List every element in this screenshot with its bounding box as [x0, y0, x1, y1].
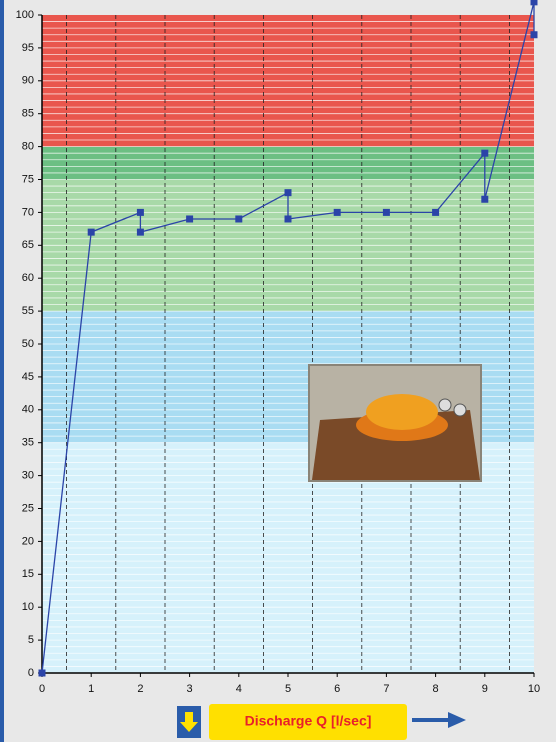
y-tick-label: 55 [22, 305, 34, 317]
x-tick-label: 1 [88, 683, 94, 695]
x-tick-label: 9 [482, 683, 488, 695]
y-tick-label: 60 [22, 272, 34, 284]
y-tick-label: 95 [22, 42, 34, 54]
data-point [334, 209, 341, 216]
data-point [285, 189, 292, 196]
data-point [186, 215, 193, 222]
data-point [39, 670, 46, 677]
photo-inset [308, 364, 482, 482]
y-tick-label: 85 [22, 108, 34, 120]
x-tick-label: 0 [39, 683, 45, 695]
data-point [137, 209, 144, 216]
data-point [481, 150, 488, 157]
photo-gauge [454, 404, 466, 416]
x-tick-label: 6 [334, 683, 340, 695]
data-point [285, 215, 292, 222]
y-tick-label: 25 [22, 502, 34, 514]
left-border [0, 0, 4, 742]
x-tick-label: 10 [528, 683, 540, 695]
y-tick-label: 40 [22, 404, 34, 416]
y-tick-label: 10 [22, 601, 34, 613]
data-point [383, 209, 390, 216]
y-tick-label: 65 [22, 239, 34, 251]
x-tick-label: 8 [433, 683, 439, 695]
plot-area: 0510152025303540455055606570758085909510… [16, 0, 540, 695]
y-tick-label: 80 [22, 141, 34, 153]
y-tick-label: 70 [22, 206, 34, 218]
data-point [531, 0, 538, 5]
data-point [137, 229, 144, 236]
x-tick-label: 5 [285, 683, 291, 695]
x-tick-label: 7 [383, 683, 389, 695]
photo-gauge [439, 399, 451, 411]
data-point [432, 209, 439, 216]
x-axis-label: Discharge Q [l/sec] [245, 713, 372, 729]
y-tick-label: 50 [22, 338, 34, 350]
y-tick-label: 5 [28, 634, 34, 646]
x-tick-label: 3 [187, 683, 193, 695]
y-tick-label: 75 [22, 173, 34, 185]
y-tick-label: 90 [22, 75, 34, 87]
data-point [531, 31, 538, 38]
x-tick-label: 2 [137, 683, 143, 695]
y-tick-label: 15 [22, 568, 34, 580]
x-tick-label: 4 [236, 683, 242, 695]
y-tick-label: 35 [22, 437, 34, 449]
y-tick-label: 45 [22, 371, 34, 383]
photo-dome [366, 394, 438, 430]
chart: 0510152025303540455055606570758085909510… [0, 0, 556, 742]
y-tick-label: 100 [16, 9, 34, 21]
data-point [481, 196, 488, 203]
data-point [88, 229, 95, 236]
data-point [235, 215, 242, 222]
y-tick-label: 0 [28, 667, 34, 679]
y-tick-label: 30 [22, 470, 34, 482]
y-tick-label: 20 [22, 535, 34, 547]
